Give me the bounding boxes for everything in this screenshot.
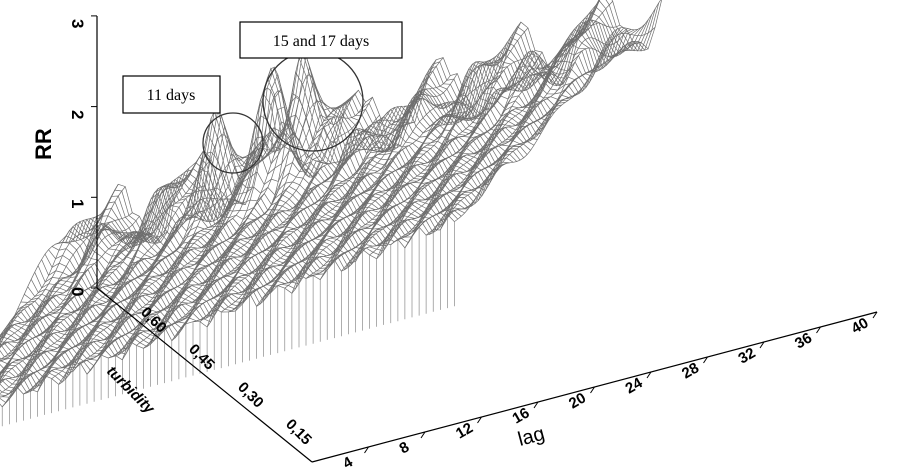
surface-grid-line-lag-65 xyxy=(348,72,557,264)
surface-grid-line-turbidity-45 xyxy=(0,163,507,375)
surface-grid-line-turbidity-16 xyxy=(41,41,608,277)
z-tick-label-0: 3 xyxy=(68,19,87,28)
y-tick-label-045: 0,45 xyxy=(185,341,218,374)
y-tick-label-030: 0,30 xyxy=(234,379,267,412)
surface-grid-line-lag-70 xyxy=(383,10,592,244)
annotation-label-11-days: 11 days xyxy=(147,87,196,104)
x-tick-label-28: 28 xyxy=(679,359,702,382)
surface-grid-line-turbidity-30 xyxy=(0,107,559,337)
x-tick-labels: 4 8 12 16 20 24 28 32 36 40 xyxy=(340,314,871,468)
surface-grid-line-turbidity-53 xyxy=(0,193,479,385)
x-tick-mark-40 xyxy=(872,311,878,319)
x-tick-mark-16 xyxy=(533,401,539,409)
x-tick-label-40: 40 xyxy=(849,314,872,337)
surface-grid-line-turbidity-57 xyxy=(0,209,465,396)
y-axis-line xyxy=(96,287,313,463)
surface-grid-line-turbidity-39 xyxy=(0,146,528,358)
z-axis-title: RR xyxy=(31,128,56,160)
x-tick-label-32: 32 xyxy=(736,344,759,367)
x-tick-mark-20 xyxy=(590,386,595,394)
annotation-label-15-17-days: 15 and 17 days xyxy=(273,33,369,50)
x-tick-label-36: 36 xyxy=(792,329,815,352)
surface-grid-line-turbidity-25 xyxy=(10,94,576,325)
surface-grid-line-turbidity-43 xyxy=(0,157,514,370)
surface-grid-line-turbidity-44 xyxy=(0,161,510,375)
z-tick-label-3: 0 xyxy=(68,287,87,296)
surface-mesh xyxy=(0,0,662,427)
surface-grid-line-turbidity-35 xyxy=(0,130,542,344)
x-tick-label-8: 8 xyxy=(397,439,413,458)
surface-grid-line-turbidity-23 xyxy=(17,84,583,315)
x-tick-mark-24 xyxy=(646,371,652,379)
x-tick-label-20: 20 xyxy=(566,389,589,412)
surface-grid-line-turbidity-31 xyxy=(0,111,555,339)
surface-grid-line-lag-78 xyxy=(439,48,649,231)
x-tick-mark-28 xyxy=(703,356,708,364)
annotation-circle-11-days xyxy=(202,112,264,174)
z-tick-label-2: 1 xyxy=(68,199,87,208)
annotation-box-11-days: 11 days xyxy=(122,75,221,114)
surface-grid-line-turbidity-29 xyxy=(0,104,562,338)
tick-marks xyxy=(91,15,878,454)
x-tick-mark-4 xyxy=(364,446,369,454)
surface-grid-line-turbidity-20 xyxy=(27,69,594,299)
x-axis-title: lag xyxy=(516,423,547,451)
y-tick-label-015: 0,15 xyxy=(282,416,315,449)
surface-grid-line-turbidity-37 xyxy=(0,140,535,352)
surface-grid-line-turbidity-13 xyxy=(51,28,618,270)
surface-grid-line-turbidity-40 xyxy=(0,148,524,360)
surface-grid-line-turbidity-17 xyxy=(37,47,604,283)
surface-grid-line-turbidity-41 xyxy=(0,150,521,361)
surface-grid-line-turbidity-14 xyxy=(48,31,615,273)
annotation-box-15-17-days: 15 and 17 days xyxy=(239,21,403,59)
z-tick-label-1: 2 xyxy=(68,110,87,119)
x-tick-mark-8 xyxy=(420,431,426,439)
surface-grid-line-lag-80 xyxy=(454,0,662,222)
x-tick-mark-32 xyxy=(759,341,765,349)
surface-grid-line-turbidity-19 xyxy=(30,62,597,294)
surface-grid-line-turbidity-1 xyxy=(93,0,660,244)
x-tick-label-4: 4 xyxy=(340,453,356,468)
surface-grid-line-turbidity-22 xyxy=(20,81,587,311)
x-tick-mark-12 xyxy=(477,416,482,424)
y-axis-title: turbidity xyxy=(103,363,158,418)
surface-grid-line-turbidity-26 xyxy=(6,97,573,331)
x-tick-mark-36 xyxy=(816,326,821,334)
surface-grid-line-turbidity-27 xyxy=(3,99,569,336)
x-tick-label-24: 24 xyxy=(623,374,647,397)
surface-grid-line-turbidity-36 xyxy=(0,135,538,348)
x-tick-label-12: 12 xyxy=(453,419,476,442)
x-tick-label-16: 16 xyxy=(510,404,533,427)
surface-grid-line-turbidity-54 xyxy=(0,198,476,389)
surface-grid-line-turbidity-24 xyxy=(13,89,580,319)
surface-grid-line-turbidity-38 xyxy=(0,143,531,355)
surface-grid-line-turbidity-21 xyxy=(24,76,590,305)
